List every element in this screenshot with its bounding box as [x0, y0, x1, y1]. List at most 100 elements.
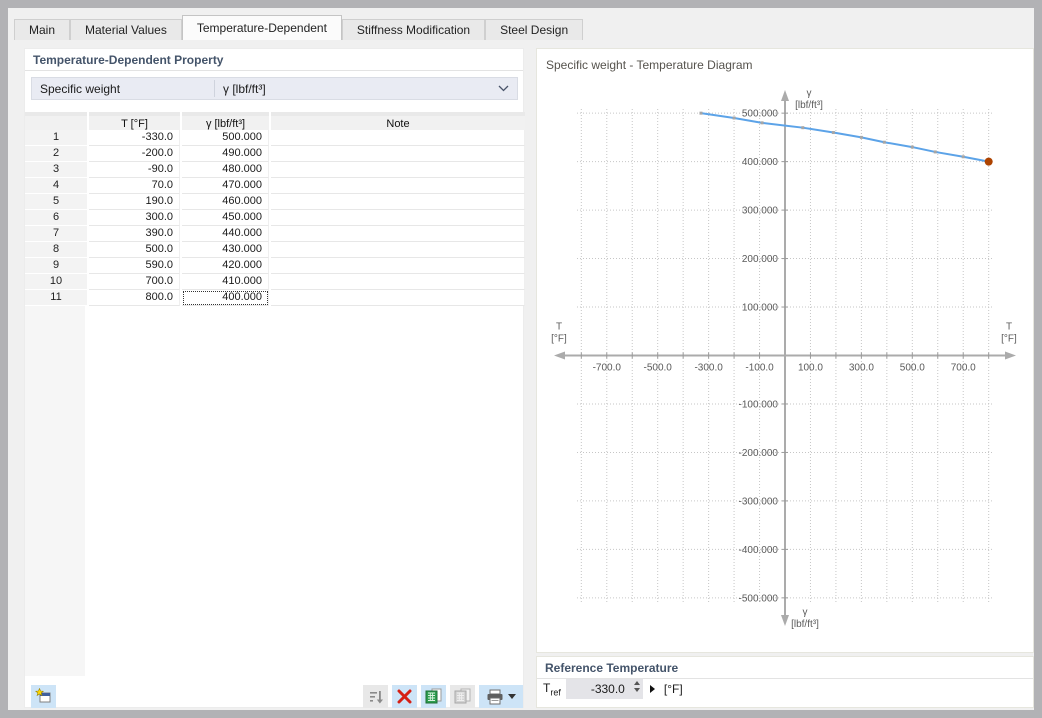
note-cell[interactable]: [271, 258, 525, 274]
svg-text:-500.000: -500.000: [739, 593, 779, 604]
tab-material-values[interactable]: Material Values: [70, 19, 182, 40]
cell-gap: [180, 226, 182, 242]
tref-unit: [°F]: [663, 682, 683, 696]
row-number-cell[interactable]: 5: [25, 194, 87, 210]
cell-gap: [87, 210, 89, 226]
print-button[interactable]: [479, 685, 523, 708]
svg-text:γ: γ: [803, 607, 808, 618]
svg-text:300.0: 300.0: [849, 363, 874, 374]
temperature-cell[interactable]: -90.0: [89, 162, 180, 178]
cell-gap: [269, 178, 271, 194]
temperature-cell[interactable]: 500.0: [89, 242, 180, 258]
cell-gap: [269, 258, 271, 274]
cell-gap: [180, 178, 182, 194]
note-cell[interactable]: [271, 226, 525, 242]
temperature-cell[interactable]: 700.0: [89, 274, 180, 290]
row-number-cell[interactable]: 4: [25, 178, 87, 194]
table-row: 10 700.0 410.000: [25, 274, 525, 290]
cell-gap: [180, 162, 182, 178]
new-parameter-table-button[interactable]: [31, 685, 56, 708]
cell-gap: [87, 290, 89, 306]
tab-temperature-dependent[interactable]: Temperature-Dependent: [181, 15, 342, 40]
gamma-cell[interactable]: 490.000: [182, 146, 269, 162]
gamma-cell[interactable]: 460.000: [182, 194, 269, 210]
cell-gap: [87, 194, 89, 210]
cell-gap: [87, 226, 89, 242]
temperature-cell[interactable]: -330.0: [89, 130, 180, 146]
tab-bar: Main Material Values Temperature-Dependent…: [8, 8, 1034, 40]
tref-spinner[interactable]: [633, 681, 640, 692]
note-cell[interactable]: [271, 290, 525, 306]
gamma-cell[interactable]: 480.000: [182, 162, 269, 178]
gamma-cell[interactable]: 420.000: [182, 258, 269, 274]
svg-text:300.000: 300.000: [742, 206, 779, 217]
red-x-icon: [397, 689, 412, 704]
temperature-diagram-chart: 500.000 400.000 300.000 200.000 100.000 -100.…: [551, 88, 1017, 630]
note-cell[interactable]: [271, 210, 525, 226]
cell-gap: [180, 146, 182, 162]
tab-main[interactable]: Main: [14, 19, 71, 40]
chevron-down-icon: [498, 85, 509, 92]
svg-text:-500.0: -500.0: [644, 363, 673, 374]
svg-text:[°F]: [°F]: [551, 334, 567, 345]
tref-input[interactable]: -330.0: [565, 679, 643, 699]
table-row: 6 300.0 450.000: [25, 210, 525, 226]
table-body: 1 -330.0 500.000 2 -200.0 490.000 3 -90.0 480.00…: [25, 130, 525, 306]
temperature-cell[interactable]: -200.0: [89, 146, 180, 162]
cell-gap: [269, 290, 271, 306]
table-row: 8 500.0 430.000: [25, 242, 525, 258]
export-excel-button[interactable]: [421, 685, 446, 708]
temperature-cell[interactable]: 800.0: [89, 290, 180, 306]
cell-gap: [269, 242, 271, 258]
gamma-cell[interactable]: 400.000: [182, 290, 269, 306]
svg-text:[lbf/ft³]: [lbf/ft³]: [791, 619, 819, 630]
note-cell[interactable]: [271, 178, 525, 194]
row-number-cell[interactable]: 8: [25, 242, 87, 258]
spinner-up-icon[interactable]: [633, 681, 640, 685]
gamma-cell[interactable]: 430.000: [182, 242, 269, 258]
note-cell[interactable]: [271, 146, 525, 162]
note-cell[interactable]: [271, 274, 525, 290]
delete-all-button[interactable]: [392, 685, 417, 708]
gamma-cell[interactable]: 410.000: [182, 274, 269, 290]
tab-steel-design[interactable]: Steel Design: [485, 19, 584, 40]
temperature-cell[interactable]: 390.0: [89, 226, 180, 242]
cell-gap: [87, 274, 89, 290]
row-number-cell[interactable]: 10: [25, 274, 87, 290]
row-number-cell[interactable]: 9: [25, 258, 87, 274]
reference-header: Reference Temperature: [537, 657, 1033, 679]
temperature-dependent-panel: Temperature-Dependent Property Specific …: [24, 48, 525, 708]
row-number-cell[interactable]: 6: [25, 210, 87, 226]
row-number-cell[interactable]: 3: [25, 162, 87, 178]
row-number-cell[interactable]: 1: [25, 130, 87, 146]
table-row: 5 190.0 460.000: [25, 194, 525, 210]
gamma-cell[interactable]: 440.000: [182, 226, 269, 242]
note-cell[interactable]: [271, 194, 525, 210]
row-number-cell[interactable]: 11: [25, 290, 87, 306]
tref-expand-arrow-icon[interactable]: [649, 685, 655, 693]
gamma-cell[interactable]: 450.000: [182, 210, 269, 226]
note-cell[interactable]: [271, 162, 525, 178]
svg-text:-300.000: -300.000: [739, 496, 779, 507]
gamma-cell[interactable]: 500.000: [182, 130, 269, 146]
table-row: 9 590.0 420.000: [25, 258, 525, 274]
temperature-cell[interactable]: 300.0: [89, 210, 180, 226]
property-dropdown[interactable]: Specific weight γ [lbf/ft³]: [31, 77, 518, 100]
sort-button[interactable]: [363, 685, 388, 708]
table-header: T [°F] γ [lbf/ft³] Note: [25, 112, 525, 134]
gamma-cell[interactable]: 470.000: [182, 178, 269, 194]
temperature-cell[interactable]: 70.0: [89, 178, 180, 194]
svg-text:[°F]: [°F]: [1001, 334, 1017, 345]
temperature-cell[interactable]: 190.0: [89, 194, 180, 210]
table-row: 4 70.0 470.000: [25, 178, 525, 194]
header-gap: [87, 112, 89, 134]
row-number-cell[interactable]: 7: [25, 226, 87, 242]
row-number-cell[interactable]: 2: [25, 146, 87, 162]
tab-stiffness-modification[interactable]: Stiffness Modification: [341, 19, 486, 40]
svg-text:-700.0: -700.0: [593, 363, 622, 374]
note-cell[interactable]: [271, 242, 525, 258]
note-cell[interactable]: [271, 130, 525, 146]
temperature-cell[interactable]: 590.0: [89, 258, 180, 274]
import-excel-button[interactable]: [450, 685, 475, 708]
spinner-down-icon[interactable]: [633, 688, 640, 692]
